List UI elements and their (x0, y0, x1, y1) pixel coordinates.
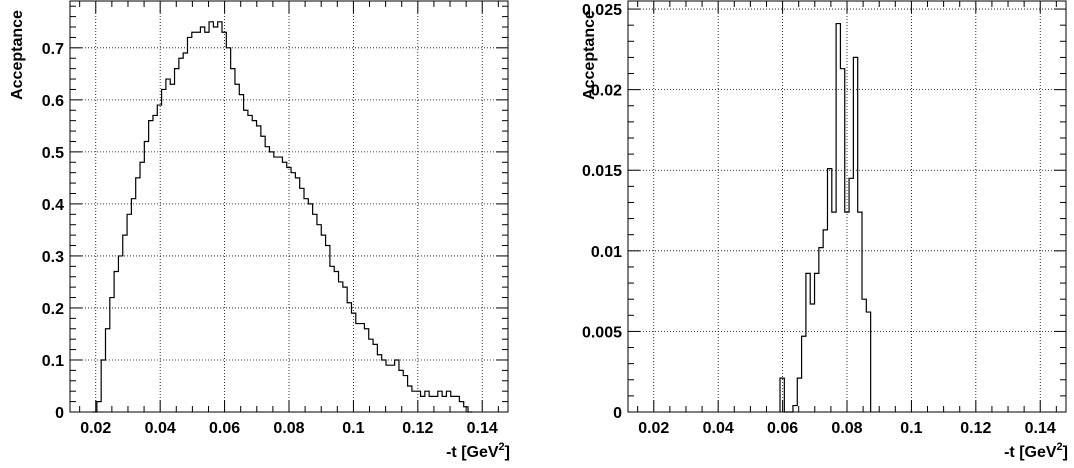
y-tick-label: 0.025 (582, 2, 622, 19)
x-tick-label: 0.14 (1025, 420, 1056, 437)
y-axis-title: Acceptance (581, 10, 598, 100)
y-tick-label: 0.005 (582, 324, 622, 341)
y-tick-label: 0 (613, 405, 622, 422)
x-tick-label: 0.08 (831, 420, 862, 437)
y-tick-label: 0.015 (582, 163, 622, 180)
x-tick-label: 0.1 (900, 420, 922, 437)
y-tick-label: 0.7 (42, 41, 64, 58)
right-chart-panel: 0.02 0.04 0.06 0.08 0.1 0.12 0.14 0 0.005 0.01 0.0… (581, 0, 1068, 461)
plot-frame (69, 0, 509, 413)
plot-frame (627, 0, 1067, 413)
x-tick-label: 0.12 (402, 420, 433, 437)
y-tick-label: 0.2 (42, 301, 64, 318)
y-tick-label: 0.4 (42, 197, 64, 214)
y-tick-label: 0.01 (591, 244, 622, 261)
x-tick-label: 0.04 (703, 420, 734, 437)
x-tick-label: 0.14 (467, 420, 498, 437)
y-tick-label: 0.3 (42, 249, 64, 266)
y-tick-label: 0.6 (42, 93, 64, 110)
histogram-series (779, 22, 872, 413)
x-tick-label: 0.08 (273, 420, 304, 437)
x-tick-label: 0.06 (767, 420, 798, 437)
x-tick-label: 0.02 (638, 420, 669, 437)
y-tick-label: 0.5 (42, 145, 64, 162)
x-tick-label: 0.04 (145, 420, 176, 437)
x-axis-title: -t [GeV2] (446, 441, 510, 461)
y-tick-label: 0.1 (42, 353, 64, 370)
x-tick-label: 0.06 (209, 420, 240, 437)
y-axis-title: Acceptance (9, 10, 26, 100)
x-tick-label: 0.02 (80, 420, 111, 437)
y-tick-label: 0.02 (591, 83, 622, 100)
x-tick-label: 0.1 (342, 420, 364, 437)
y-tick-label: 0 (55, 405, 64, 422)
x-axis-title: -t [GeV2] (1004, 441, 1068, 461)
left-chart-panel: 0.02 0.04 0.06 0.08 0.1 0.12 0.14 0 0.1 0.2 0.3 0.4… (9, 0, 510, 461)
x-tick-label: 0.12 (960, 420, 991, 437)
histogram-series (92, 21, 473, 413)
